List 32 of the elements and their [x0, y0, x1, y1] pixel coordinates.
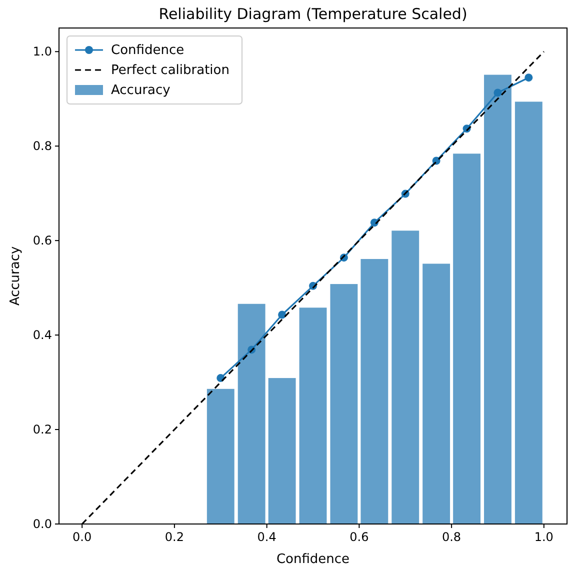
bar: [238, 304, 266, 524]
y-tick-label: 0.2: [32, 422, 52, 437]
x-tick-label: 1.0: [534, 530, 554, 544]
bar: [299, 308, 327, 524]
y-tick-label: 1.0: [32, 44, 52, 59]
point: [494, 88, 502, 97]
legend-label: Perfect calibration: [111, 63, 230, 78]
bar: [453, 154, 480, 524]
x-tick-label: 0.8: [442, 530, 462, 544]
x-tick-label: 0.6: [350, 530, 369, 544]
legend-label: Accuracy: [111, 83, 171, 98]
point: [524, 74, 533, 82]
bar: [330, 284, 358, 524]
y-axis-title: Accuracy: [8, 246, 23, 306]
point: [278, 310, 286, 319]
x-axis-title: Confidence: [276, 552, 350, 567]
x-tick-label: 0.2: [164, 530, 184, 544]
bar: [484, 74, 512, 524]
bar: [360, 258, 388, 524]
y-tick-label: 0.6: [32, 234, 52, 248]
y-tick-label: 0.4: [32, 328, 52, 342]
bar: [392, 230, 420, 524]
x-tick-label: 0.0: [72, 530, 92, 544]
bar: [268, 378, 296, 524]
bar: [422, 264, 450, 524]
chart-title: Reliability Diagram (Temperature Scaled): [158, 5, 468, 23]
bar: [514, 102, 542, 524]
bar: [206, 388, 234, 524]
legend-label: Confidence: [111, 43, 184, 58]
x-tick-label: 0.4: [257, 530, 276, 544]
y-tick-label: 0.8: [32, 139, 52, 154]
y-tick-label: 0.0: [32, 517, 52, 531]
